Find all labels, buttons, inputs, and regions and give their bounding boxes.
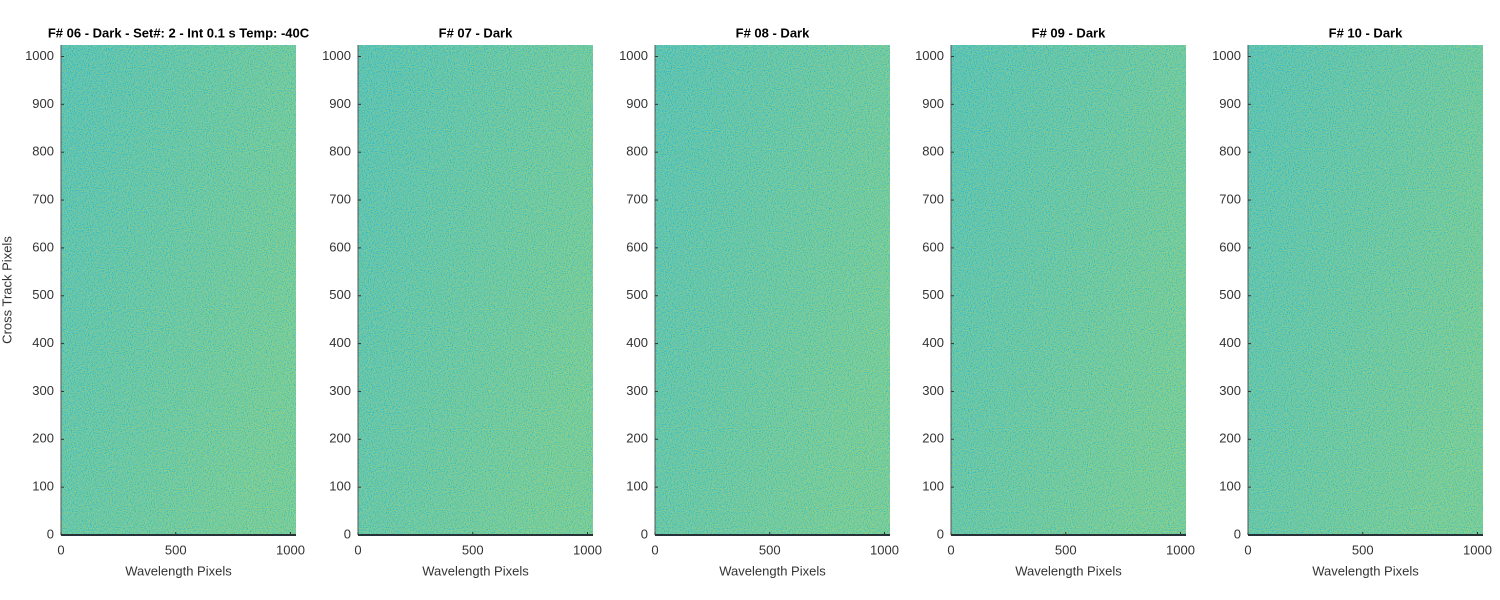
image-noise [61,45,296,535]
y-tick-label: 500 [1219,287,1241,302]
y-tick-label: 400 [922,335,944,350]
y-tick-label: 100 [329,479,351,494]
y-tick-label: 0 [344,526,351,541]
x-tick-label: 1000 [870,542,899,557]
x-tick-label: 1000 [573,542,602,557]
y-tick-label: 600 [626,239,648,254]
image-noise [655,45,890,535]
x-axis-label: Wavelength Pixels [1312,563,1419,578]
chart-title: F# 09 - Dark [1032,25,1106,40]
y-tick-label: 400 [626,335,648,350]
y-tick-label: 100 [32,479,54,494]
y-tick-label: 100 [922,479,944,494]
y-tick-label: 600 [922,239,944,254]
x-tick-label: 500 [759,542,781,557]
y-tick-label: 100 [1219,479,1241,494]
chart-title: F# 07 - Dark [439,25,513,40]
x-tick-label: 1000 [1166,542,1195,557]
y-tick-label: 300 [626,383,648,398]
y-tick-label: 800 [32,144,54,159]
x-tick-label: 0 [354,542,361,557]
chart-title: F# 08 - Dark [736,25,810,40]
y-tick-label: 500 [922,287,944,302]
x-tick-label: 0 [947,542,954,557]
y-tick-label: 900 [626,96,648,111]
y-tick-label: 700 [329,191,351,206]
y-tick-label: 600 [32,239,54,254]
x-tick-label: 1000 [276,542,305,557]
chart-title: F# 06 - Dark - Set#: 2 - Int 0.1 s Temp:… [48,25,310,40]
y-tick-label: 900 [922,96,944,111]
x-tick-label: 500 [1055,542,1077,557]
y-tick-label: 900 [329,96,351,111]
y-tick-label: 300 [329,383,351,398]
y-tick-label: 400 [32,335,54,350]
y-tick-label: 1000 [322,48,351,63]
y-tick-label: 1000 [25,48,54,63]
y-tick-label: 500 [329,287,351,302]
y-tick-label: 300 [1219,383,1241,398]
x-axis-label: Wavelength Pixels [125,563,232,578]
y-tick-label: 400 [329,335,351,350]
y-tick-label: 200 [32,431,54,446]
y-tick-label: 200 [922,431,944,446]
y-tick-label: 800 [922,144,944,159]
y-tick-label: 700 [1219,191,1241,206]
image-noise [951,45,1186,535]
y-tick-label: 1000 [619,48,648,63]
y-tick-label: 700 [32,191,54,206]
x-axis-label: Wavelength Pixels [422,563,529,578]
y-tick-label: 1000 [915,48,944,63]
image-noise [358,45,593,535]
y-tick-label: 300 [32,383,54,398]
x-tick-label: 500 [165,542,187,557]
y-tick-label: 100 [626,479,648,494]
x-tick-label: 0 [1244,542,1251,557]
y-tick-label: 900 [1219,96,1241,111]
y-tick-label: 900 [32,96,54,111]
x-axis-label: Wavelength Pixels [719,563,826,578]
y-tick-label: 0 [641,526,648,541]
y-tick-label: 600 [329,239,351,254]
y-tick-label: 200 [329,431,351,446]
y-tick-label: 600 [1219,239,1241,254]
y-tick-label: 800 [329,144,351,159]
chart-title: F# 10 - Dark [1329,25,1403,40]
y-tick-label: 500 [32,287,54,302]
y-tick-label: 400 [1219,335,1241,350]
y-tick-label: 1000 [1212,48,1241,63]
y-tick-label: 0 [937,526,944,541]
x-tick-label: 0 [57,542,64,557]
y-tick-label: 800 [626,144,648,159]
x-tick-label: 0 [651,542,658,557]
y-axis-label: Cross Track Pixels [0,236,14,344]
image-noise [1248,45,1483,535]
y-tick-label: 800 [1219,144,1241,159]
x-axis-label: Wavelength Pixels [1015,563,1122,578]
y-tick-label: 700 [922,191,944,206]
y-tick-label: 0 [47,526,54,541]
x-tick-label: 500 [462,542,484,557]
y-tick-label: 500 [626,287,648,302]
y-tick-label: 200 [626,431,648,446]
x-tick-label: 1000 [1463,542,1492,557]
x-tick-label: 500 [1352,542,1374,557]
y-tick-label: 200 [1219,431,1241,446]
y-tick-label: 0 [1234,526,1241,541]
y-tick-label: 300 [922,383,944,398]
y-tick-label: 700 [626,191,648,206]
